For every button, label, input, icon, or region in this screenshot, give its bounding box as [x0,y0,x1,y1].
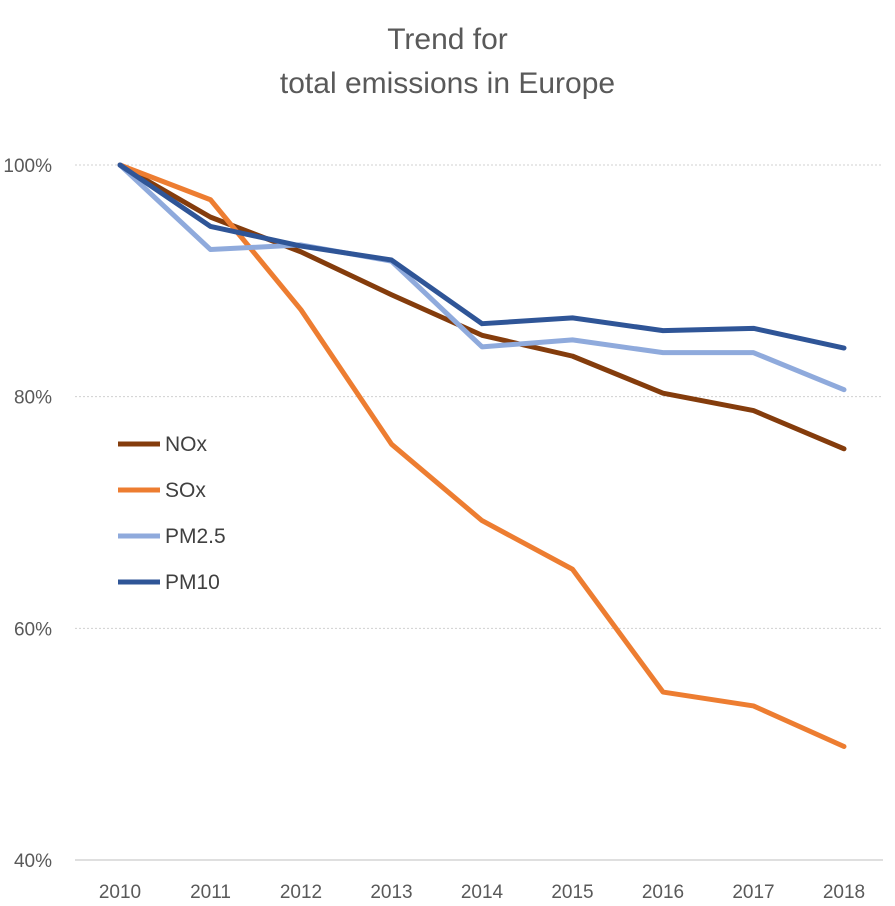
series-line-pm10 [117,162,847,351]
y-tick-label: 100% [3,156,52,177]
x-tick-label: 2014 [461,882,504,903]
y-tick-label: 60% [14,619,52,640]
y-axis-ticks: 40% 60% 80% 100% [3,156,52,872]
x-tick-label: 2013 [370,882,412,903]
x-tick-label: 2010 [99,882,141,903]
x-tick-label: 2015 [551,882,593,903]
x-tick-label: 2017 [732,882,774,903]
series-lines [117,162,847,749]
y-tick-label: 80% [14,388,52,409]
x-tick-label: 2016 [642,882,684,903]
chart-title-line-1: Trend for [387,23,508,56]
legend-label: NOx [165,433,208,456]
gridlines [75,164,883,861]
series-line-sox [117,162,847,749]
series-line-nox [117,162,847,452]
legend-label: PM2.5 [165,525,226,548]
x-tick-label: 2011 [190,882,231,903]
chart-title: Trend for total emissions in Europe [0,18,895,106]
legend-label: SOx [165,479,206,502]
legend-label: PM10 [165,571,220,594]
x-tick-label: 2018 [823,882,865,903]
x-tick-label: 2012 [280,882,322,903]
y-tick-label: 40% [14,851,52,872]
x-axis-ticks: 2010 2011 2012 2013 2014 2015 2016 2017 2018 [99,882,865,903]
series-line-pm25 [117,162,847,393]
legend: NOx SOx PM2.5 PM10 [118,433,226,594]
chart-title-line-2: total emissions in Europe [279,67,616,100]
